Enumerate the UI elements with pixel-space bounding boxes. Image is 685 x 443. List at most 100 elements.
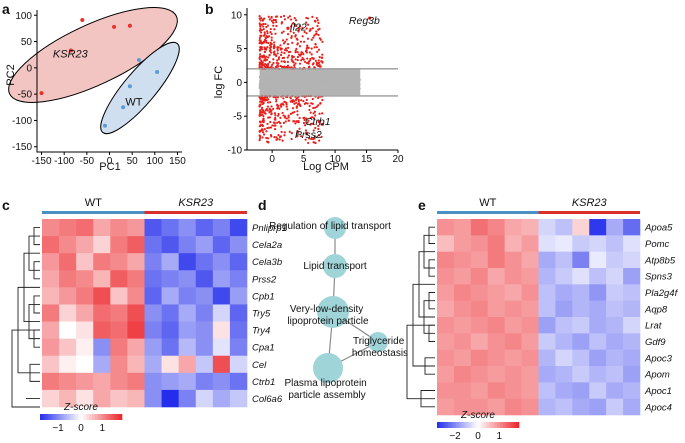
heatmap-cell: [161, 270, 179, 288]
gene-label: Pla2g4f: [645, 288, 679, 299]
ma-point: [277, 62, 280, 65]
gene-label: Apom: [644, 370, 670, 381]
heatmap-cell: [212, 372, 231, 391]
ma-point: [262, 88, 265, 91]
ma-point: [359, 87, 361, 90]
heatmap-cell: [589, 317, 607, 334]
heatmap-cell: [538, 349, 556, 367]
ma-point: [263, 110, 266, 114]
heatmap-cell: [538, 382, 556, 399]
ma-point: [260, 100, 263, 103]
heatmap-cell: [538, 366, 556, 383]
ma-point: [268, 53, 271, 57]
ma-point: [355, 77, 358, 80]
heatmap-cell: [589, 382, 607, 399]
ma-point: [353, 83, 356, 86]
fold-change-thresholds: [247, 68, 398, 97]
ma-point: [258, 76, 261, 79]
heatmap-cell: [623, 349, 641, 367]
heatmap-cell: [623, 317, 641, 334]
heatmap-cell: [589, 268, 607, 285]
heatmap-cell: [572, 366, 590, 383]
heatmap-cell: [453, 268, 472, 285]
y-tick-label: -100: [12, 116, 32, 127]
heatmap-cell: [212, 287, 231, 305]
ma-point: [339, 77, 341, 80]
legend-swatch: [453, 422, 457, 428]
legend-swatch: [56, 414, 60, 420]
ma-point: [307, 66, 311, 69]
ma-point: [303, 102, 306, 105]
ma-point: [258, 130, 261, 133]
heatmap-cell: [504, 235, 522, 252]
heatmap-cell: [538, 300, 556, 318]
ma-point: [273, 136, 276, 139]
ma-point: [315, 77, 318, 80]
pca-point: [136, 57, 141, 62]
heatmap-cell: [487, 235, 505, 252]
ma-point: [266, 122, 269, 126]
heatmap-cell: [470, 317, 489, 334]
heatmap-cell: [161, 236, 179, 254]
ma-point: [259, 25, 262, 28]
heatmap-cell: [42, 389, 60, 408]
ma-point: [309, 123, 312, 126]
heatmap-cell: [42, 236, 60, 254]
ma-point: [273, 41, 276, 44]
ma-point: [303, 40, 306, 43]
ma-point: [312, 129, 315, 132]
ma-point: [259, 110, 262, 114]
ma-point: [258, 57, 261, 61]
network-node-labels: Regulation of lipid transport Lipid tran…: [269, 221, 408, 401]
heatmap-cell: [144, 270, 162, 288]
ma-point: [274, 82, 277, 85]
heatmap-cell: [606, 284, 624, 301]
heatmap-cell: [59, 270, 77, 288]
ma-point: [272, 107, 275, 110]
ma-point: [268, 108, 272, 111]
node-label-line: Very-low-density: [290, 304, 363, 315]
heatmap-cell: [572, 284, 590, 301]
ma-point: [283, 115, 287, 118]
heatmap-cell: [161, 253, 179, 271]
ma-point: [258, 36, 262, 39]
ma-point: [277, 104, 280, 107]
heatmap-cell: [504, 219, 522, 236]
group-bar-wt: [437, 211, 539, 214]
ma-point: [264, 96, 267, 99]
ma-point: [295, 47, 298, 51]
ma-point: [270, 32, 273, 36]
ma-point: [291, 59, 294, 63]
ma-point: [258, 39, 261, 42]
ma-point: [277, 57, 280, 61]
ma-point: [349, 79, 352, 82]
heatmap-cell: [504, 398, 522, 416]
network-node: [313, 353, 343, 383]
ma-point: [266, 126, 269, 130]
ma-point: [297, 98, 300, 102]
ma-point: [281, 111, 284, 115]
ma-point: [279, 84, 282, 87]
ma-point: [275, 87, 277, 90]
ma-point: [279, 81, 282, 84]
legend-swatch: [70, 414, 74, 420]
ma-point: [288, 74, 291, 76]
heatmap-cell: [161, 304, 179, 322]
ma-point: [287, 114, 290, 117]
legend-swatch: [94, 414, 98, 420]
ma-point: [275, 84, 278, 87]
heatmap-cell: [555, 366, 573, 383]
heatmap-cell: [470, 366, 489, 383]
ma-point: [296, 78, 299, 81]
ma-point: [280, 130, 283, 134]
ma-point: [293, 102, 296, 105]
heatmap-cell: [437, 317, 455, 334]
ma-point: [317, 120, 321, 124]
x-tick-label: 50: [127, 156, 139, 167]
ma-point: [325, 77, 328, 80]
ma-point: [296, 51, 299, 54]
ma-point: [276, 46, 279, 49]
ma-point: [270, 105, 273, 108]
ma-point: [258, 48, 261, 52]
